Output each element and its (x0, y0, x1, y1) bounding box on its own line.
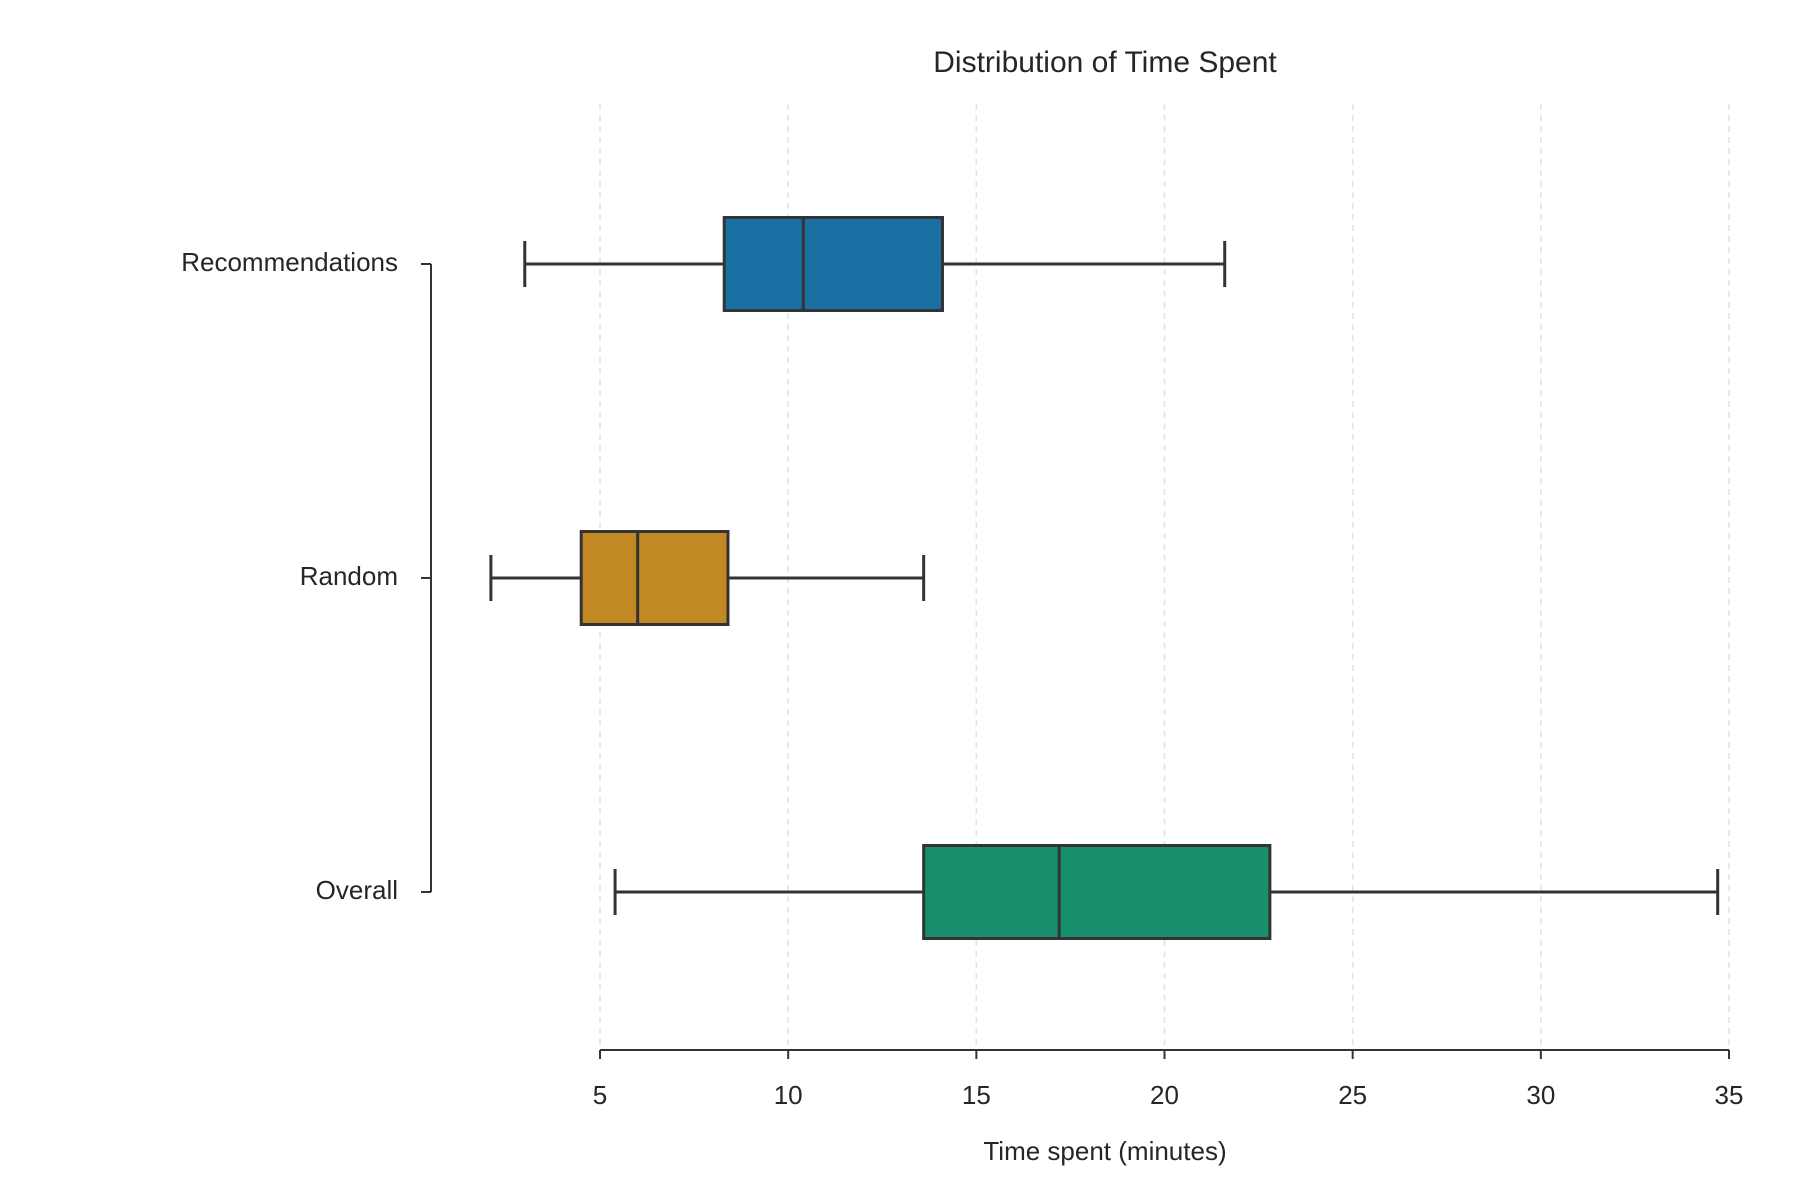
x-tick-label: 20 (1150, 1080, 1179, 1110)
box (579, 530, 730, 626)
x-tick-label: 30 (1526, 1080, 1555, 1110)
x-axis-label: Time spent (minutes) (983, 1136, 1226, 1166)
y-tick-label: Recommendations (181, 247, 398, 277)
box (722, 216, 944, 312)
x-tick-label: 35 (1715, 1080, 1744, 1110)
x-tick-label: 10 (774, 1080, 803, 1110)
x-tick-label: 25 (1338, 1080, 1367, 1110)
box (922, 844, 1272, 940)
y-tick-label: Overall (316, 875, 398, 905)
chart-title: Distribution of Time Spent (933, 46, 1277, 79)
x-tick-label: 5 (593, 1080, 607, 1110)
x-tick-label: 15 (962, 1080, 991, 1110)
y-tick-label: Random (300, 561, 398, 591)
